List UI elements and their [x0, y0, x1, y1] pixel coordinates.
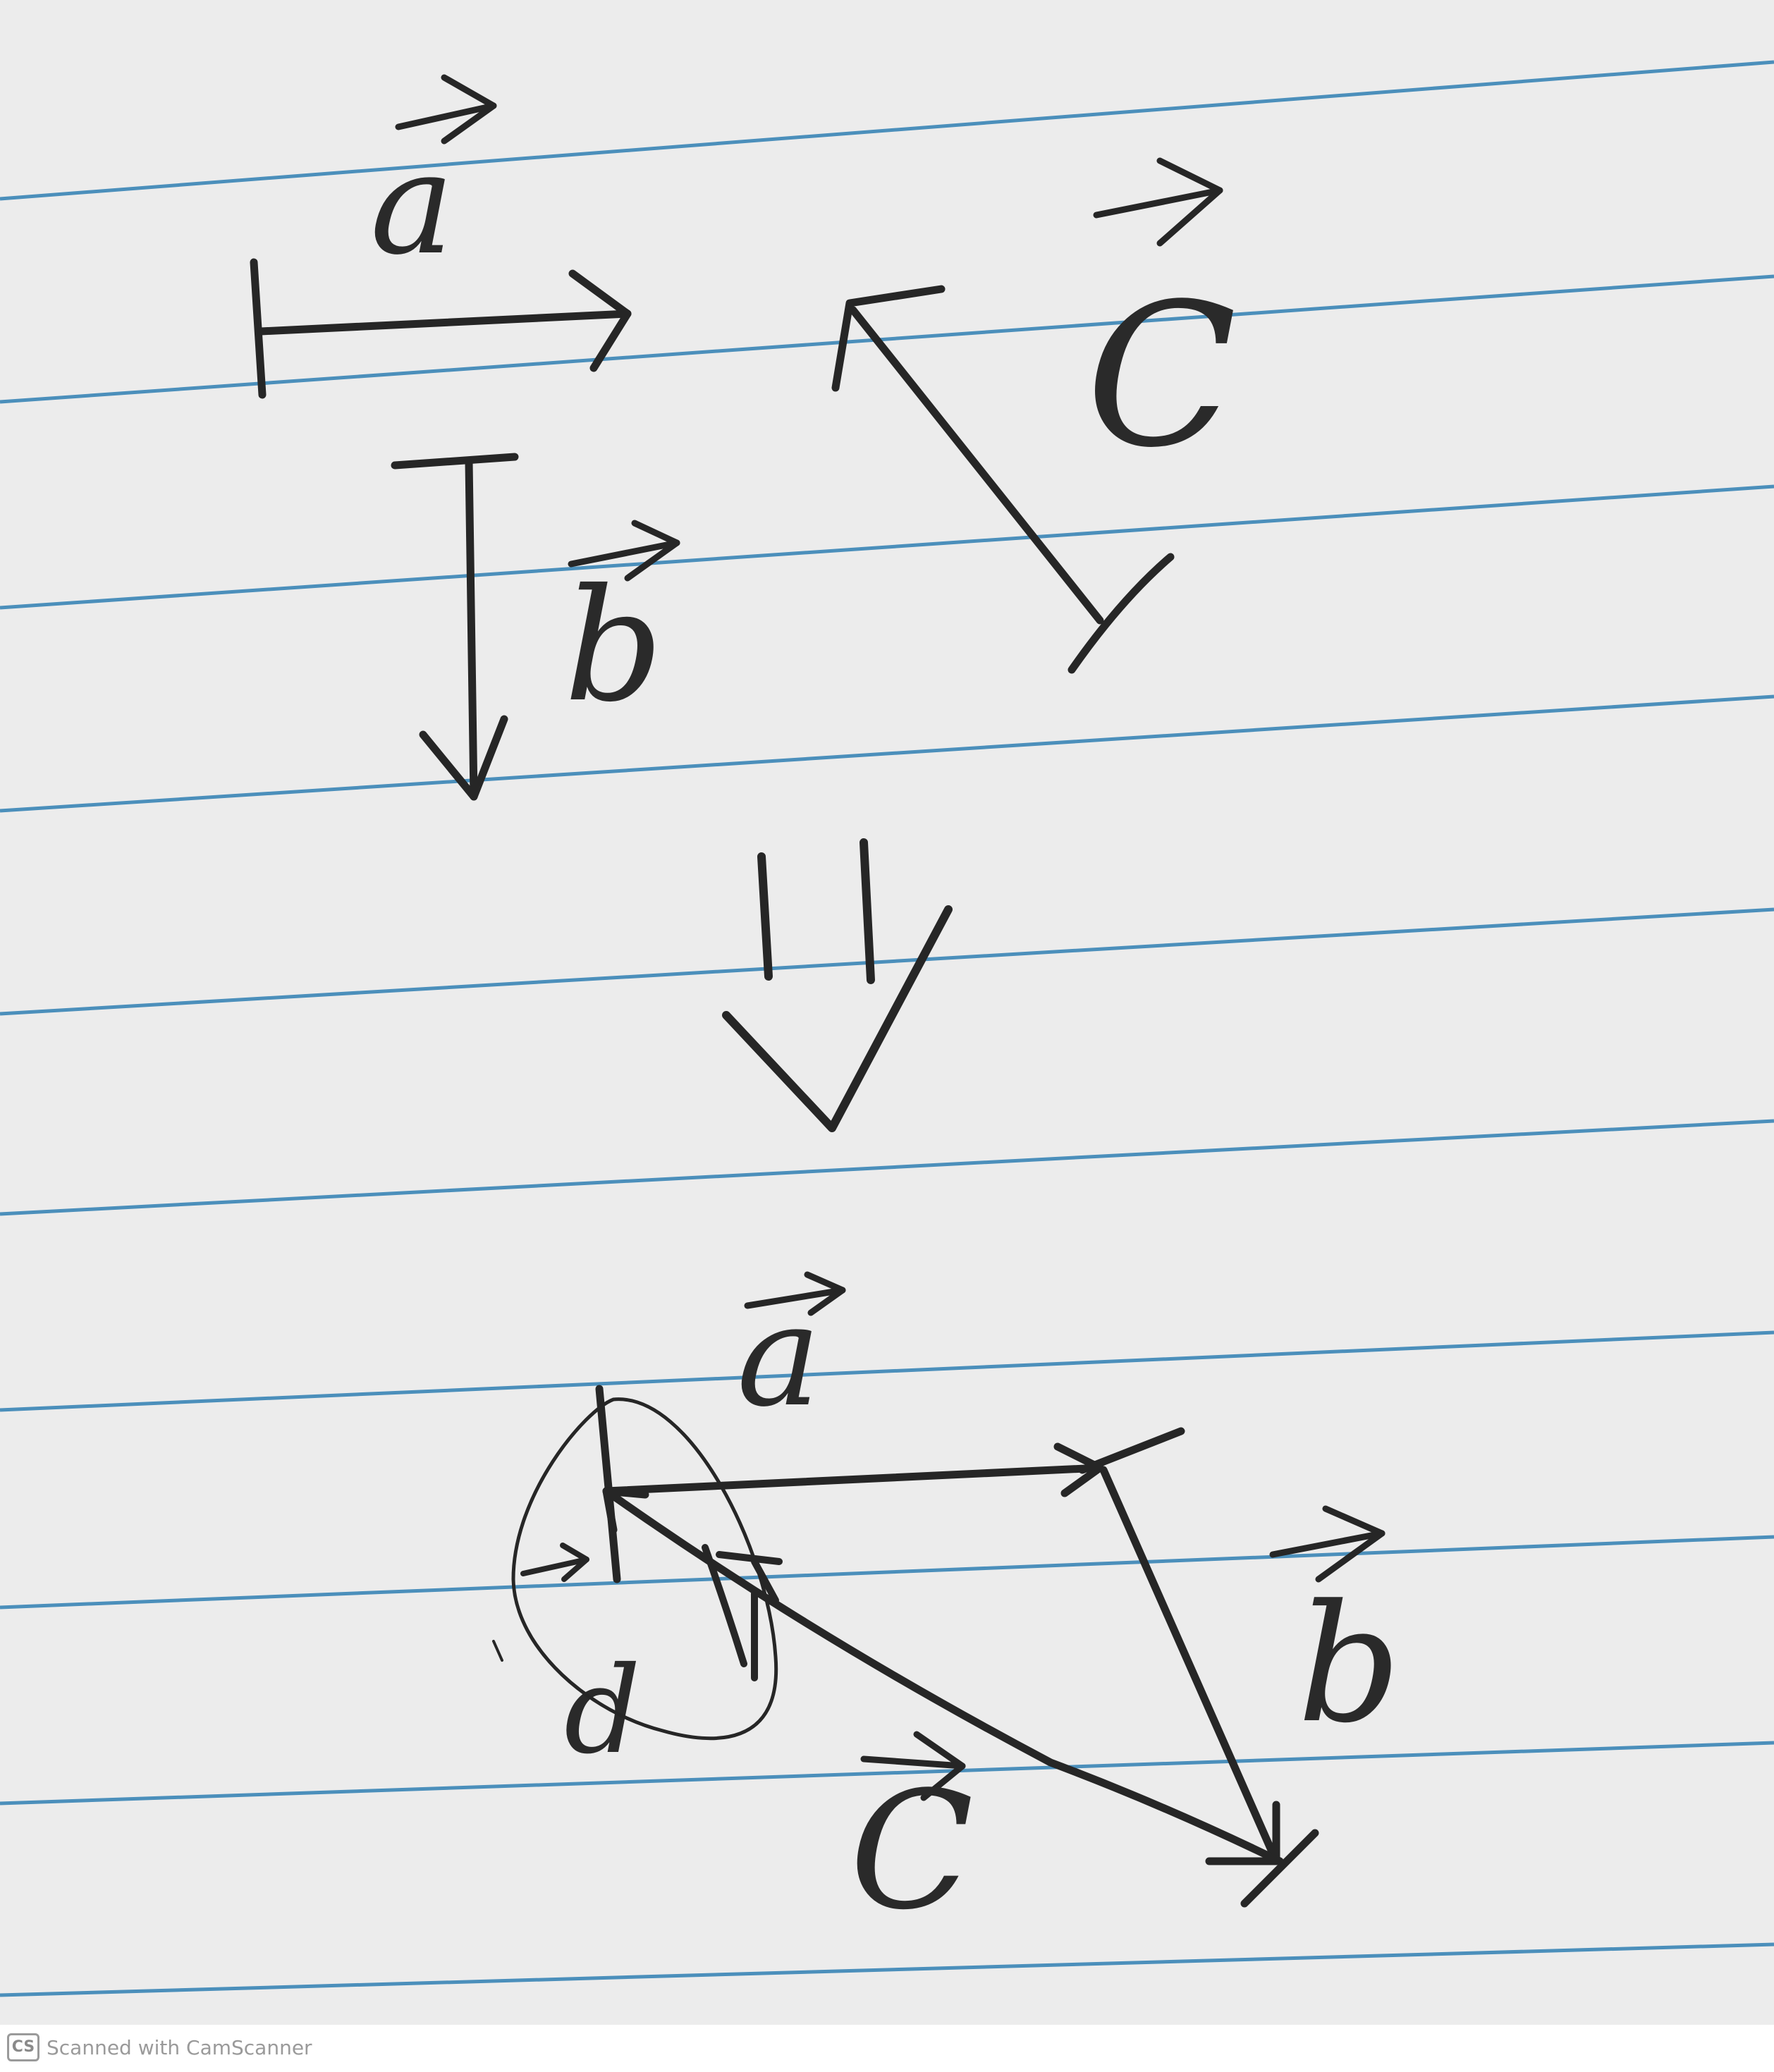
label-c-bottom: C — [850, 1758, 974, 1946]
label-a-bottom: a — [737, 1274, 821, 1438]
vector-b-bottom-shaft — [1099, 1466, 1280, 1865]
label-b-bottom-arrow-head — [1315, 1505, 1385, 1583]
label-a-bottom-group: a — [737, 1271, 846, 1438]
label-b-top-group: b — [564, 520, 680, 736]
rule-line — [0, 1942, 1774, 1997]
vector-c-bottom — [602, 1487, 1284, 1865]
notebook-sheet: a b C — [0, 60, 1774, 1997]
label-c-bottom-arrow-shaft — [860, 1755, 966, 1770]
vector-a-arrowhead — [568, 269, 632, 372]
rule-line — [0, 1119, 1774, 1216]
vector-c-tail-bar — [1068, 553, 1175, 674]
scan-footer: CS Scanned with CamScanner — [0, 2025, 1774, 2072]
vector-b-bottom-head-bar — [1240, 1829, 1319, 1908]
label-a-top: a — [370, 122, 454, 286]
vector-c-bottom-shaft — [602, 1487, 1284, 1865]
vector-a-bottom-arrowhead — [1053, 1442, 1104, 1497]
rule-line — [0, 60, 1774, 201]
label-a-bottom-arrow-head — [804, 1271, 846, 1316]
vector-c-shaft — [849, 306, 1104, 625]
camscanner-logo: CS — [7, 2033, 39, 2061]
label-a-top-group: a — [370, 74, 497, 286]
label-c-bottom-arrow-head — [913, 1731, 966, 1801]
label-b-bottom: b — [1297, 1571, 1401, 1759]
rule-line — [0, 1330, 1774, 1412]
label-d-arrow-shaft — [520, 1557, 589, 1576]
vector-a-bottom — [595, 1385, 1185, 1583]
vector-b-shaft — [465, 458, 478, 801]
implies-arrow-head — [722, 905, 953, 1132]
rule-line — [0, 1535, 1774, 1610]
rule-line — [0, 907, 1774, 1016]
label-c-bottom-group: C — [850, 1731, 974, 1946]
circled-region — [511, 1397, 778, 1741]
implies-arrow-right-stroke — [860, 838, 875, 984]
label-c-top: C — [1086, 262, 1237, 491]
vector-b-top — [391, 453, 519, 801]
vector-c-arrowhead — [831, 285, 946, 392]
vector-a-bottom-tail-bar — [595, 1385, 621, 1583]
vector-diagram: a b C — [0, 60, 1774, 1997]
label-d-bottom: d — [564, 1641, 641, 1781]
vector-b-arrowhead — [419, 715, 508, 801]
camscanner-caption: Scanned with CamScanner — [47, 2036, 312, 2059]
label-a-bottom-arrow-shaft — [744, 1287, 846, 1309]
vector-a-bottom-shaft — [602, 1464, 1104, 1495]
vector-d-cross-bar — [716, 1551, 783, 1565]
label-c-top-group: C — [1086, 157, 1237, 491]
vector-a-shaft — [257, 309, 632, 336]
rule-line — [0, 274, 1774, 404]
label-b-top-arrow-shaft — [568, 539, 680, 568]
vector-c-bottom-arrowhead — [602, 1487, 649, 1534]
vector-a-bottom-head-bar — [1078, 1427, 1185, 1474]
vector-c-top — [831, 285, 1175, 674]
rule-line — [0, 484, 1774, 610]
implies-arrow — [722, 838, 953, 1132]
ruled-lines — [0, 60, 1774, 1997]
label-c-top-arrow-head — [1156, 157, 1223, 247]
label-b-top: b — [564, 556, 663, 736]
stray-mark — [492, 1640, 503, 1662]
implies-arrow-left-stroke — [757, 852, 773, 981]
label-b-top-arrow-head — [624, 520, 680, 582]
rule-line — [0, 694, 1774, 813]
label-a-top-arrow-head — [441, 74, 497, 145]
rule-line — [0, 1741, 1774, 1806]
label-a-top-arrow-shaft — [395, 102, 497, 130]
label-d-bottom-group: d — [520, 1543, 641, 1781]
label-b-bottom-group: b — [1269, 1505, 1401, 1759]
vector-d-shaft — [702, 1544, 747, 1667]
vector-b-tail-bar — [391, 453, 519, 470]
label-d-arrow-head — [560, 1543, 589, 1582]
label-c-top-arrow-shaft — [1093, 187, 1223, 219]
vector-a-top — [250, 258, 632, 399]
label-b-bottom-arrow-shaft — [1269, 1530, 1385, 1558]
vector-b-bottom — [1099, 1466, 1319, 1908]
vector-a-tail-bar — [250, 258, 267, 399]
